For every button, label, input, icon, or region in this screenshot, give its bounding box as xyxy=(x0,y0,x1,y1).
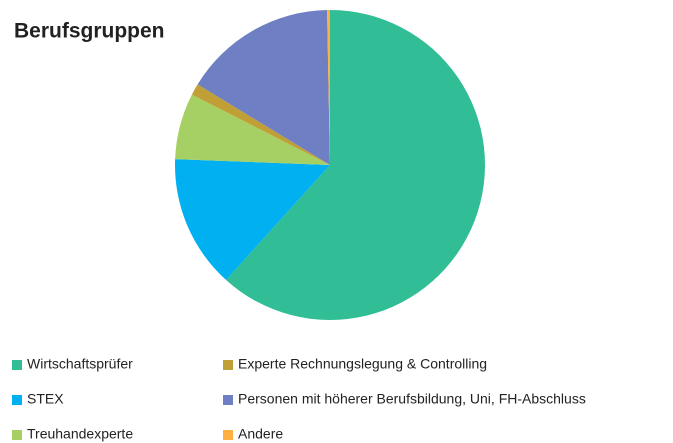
legend-label: Andere xyxy=(238,426,283,442)
legend-label: STEX xyxy=(27,391,64,407)
pie-slice xyxy=(226,10,485,321)
pie-slice xyxy=(197,10,330,165)
legend-label: Wirtschaftsprüfer xyxy=(27,356,133,372)
pie-slice xyxy=(175,159,330,280)
legend-swatch xyxy=(223,395,233,405)
legend-label: Personen mit höherer Berufsbildung, Uni,… xyxy=(238,391,586,407)
chart-title: Berufsgruppen xyxy=(14,20,165,43)
legend-swatch xyxy=(223,360,233,370)
legend-label: Treuhandexperte xyxy=(27,426,133,442)
legend-swatch xyxy=(12,430,22,440)
pie-slice xyxy=(327,10,330,165)
legend-swatch xyxy=(223,430,233,440)
legend-swatch xyxy=(12,360,22,370)
legend-label: Experte Rechnungslegung & Controlling xyxy=(238,356,487,372)
pie-slice xyxy=(191,84,330,165)
pie-slice xyxy=(175,94,330,165)
legend-swatch xyxy=(12,395,22,405)
